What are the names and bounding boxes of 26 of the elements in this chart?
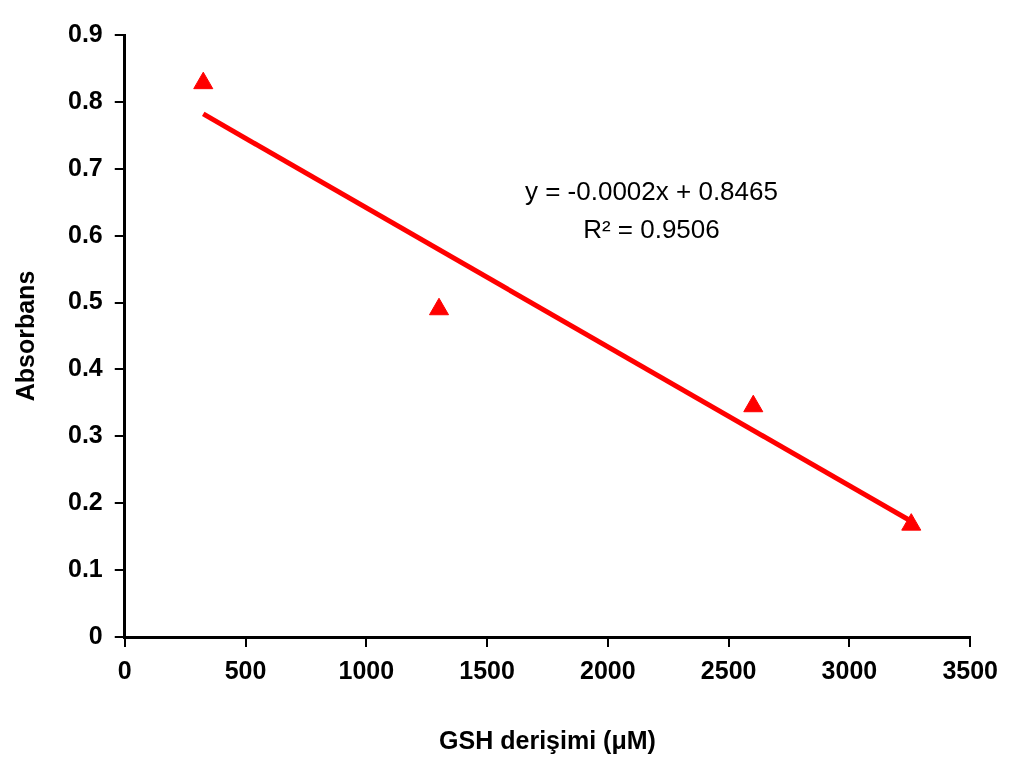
y-tick-label: 0.8: [67, 85, 103, 114]
y-tick-label: 0.1: [67, 554, 103, 582]
x-tick-label: 0: [117, 655, 132, 684]
x-tick-label: 1500: [459, 655, 515, 684]
x-tick-label: 3000: [821, 655, 878, 684]
y-tick-label: 0.3: [67, 420, 103, 449]
x-tick-label: 500: [224, 655, 267, 684]
point: [193, 71, 214, 90]
y-tick-label: 0.2: [67, 487, 103, 516]
y-tick-label: 0: [88, 620, 103, 649]
y-tick-label: 0.7: [67, 152, 103, 181]
x-tick-label: 2000: [580, 655, 636, 684]
y-tick-label: 0.9: [67, 18, 103, 47]
y-axis-title: Absorbans: [10, 270, 39, 402]
y-tick-label: 0.5: [67, 286, 103, 315]
x-tick-label: 3500: [942, 655, 998, 684]
y-tick-label: 0.6: [67, 219, 103, 248]
x-tick-label: 2500: [700, 655, 757, 684]
point: [428, 297, 450, 316]
annotation: y = -0.0002x + 0.8465: [524, 175, 778, 206]
x-axis-title: GSH derişimi (μM): [439, 725, 656, 754]
y-tick-label: 0.4: [67, 353, 103, 382]
annotation: R² = 0.9506: [583, 213, 720, 244]
point: [743, 394, 764, 413]
x-tick-label: 1000: [338, 655, 395, 684]
point: [901, 513, 922, 531]
